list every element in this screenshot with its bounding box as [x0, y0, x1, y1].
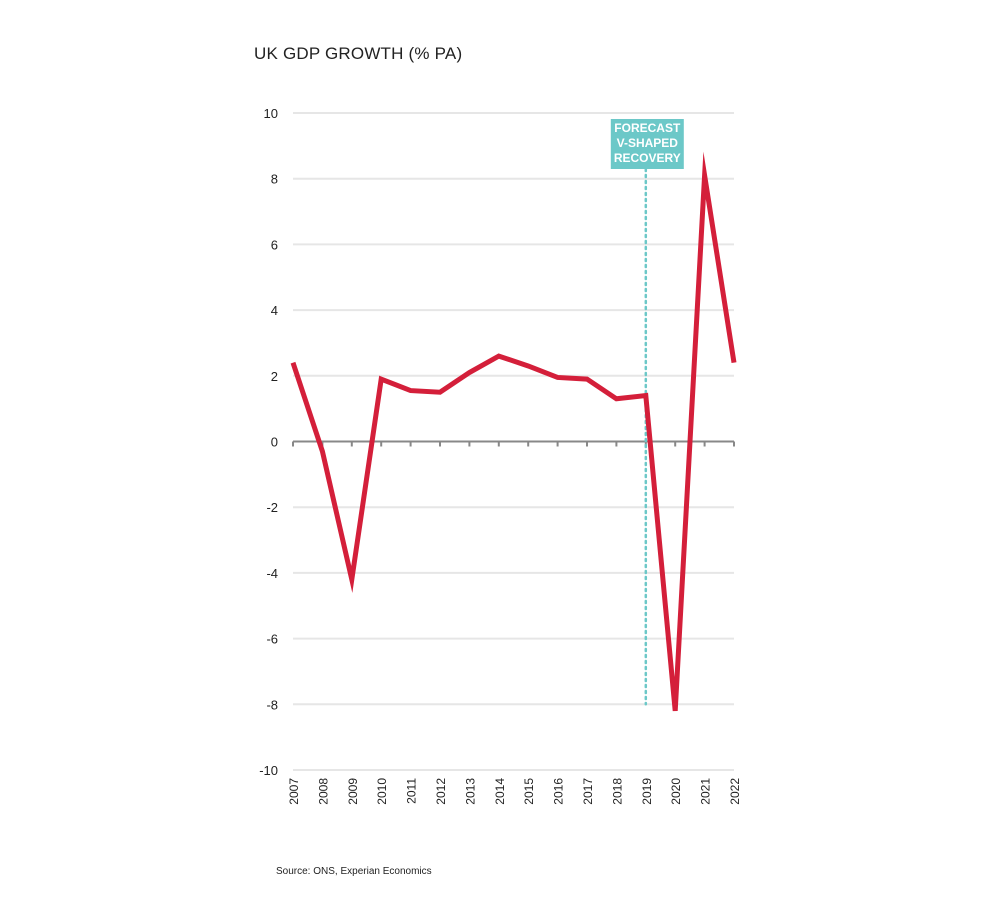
- y-tick-label: 6: [271, 237, 278, 252]
- x-tick-label: 2016: [552, 778, 566, 805]
- y-tick-label: 2: [271, 369, 278, 384]
- y-tick-label: 10: [264, 106, 278, 121]
- annotation-box: [610, 119, 684, 169]
- y-tick-label: -4: [266, 566, 278, 581]
- y-tick-label: 8: [271, 172, 278, 187]
- source-note: Source: ONS, Experian Economics: [276, 866, 432, 877]
- annotation-label: V-SHAPED: [617, 136, 679, 150]
- y-tick-label: -8: [266, 697, 278, 712]
- series-line: [290, 151, 737, 712]
- x-tick-label: 2018: [610, 778, 624, 805]
- y-tick-label: 4: [271, 303, 278, 318]
- chart-title: UK GDP GROWTH (% PA): [254, 44, 463, 63]
- x-tick-label: 2012: [434, 778, 448, 805]
- x-tick-label: 2008: [316, 778, 330, 805]
- x-tick-label: 2011: [405, 778, 419, 804]
- x-tick-label: 2015: [522, 778, 536, 805]
- x-tick-label: 2020: [669, 778, 683, 805]
- x-tick-label: 2014: [493, 778, 507, 805]
- x-tick-label: 2021: [699, 778, 713, 805]
- x-tick-label: 2022: [728, 778, 742, 805]
- x-tick-label: 2013: [463, 778, 477, 805]
- x-tick-label: 2019: [640, 778, 654, 805]
- y-tick-label: -6: [266, 632, 278, 647]
- annotation-label: RECOVERY: [614, 151, 681, 165]
- y-tick-label: 0: [271, 435, 278, 450]
- x-tick-label: 2010: [375, 778, 389, 805]
- x-tick-label: 2017: [581, 778, 595, 805]
- annotation-label: FORECAST: [614, 121, 681, 135]
- y-tick-label: -10: [259, 763, 278, 778]
- y-tick-label: -2: [266, 500, 278, 515]
- x-tick-label: 2009: [346, 778, 360, 805]
- x-tick-label: 2007: [287, 778, 301, 805]
